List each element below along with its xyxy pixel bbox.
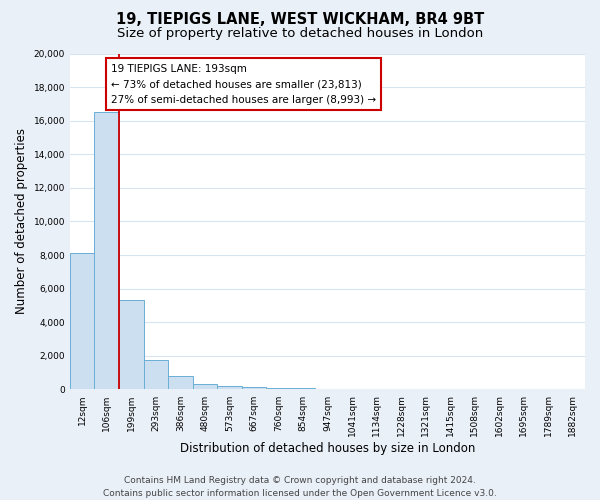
Text: 19, TIEPIGS LANE, WEST WICKHAM, BR4 9BT: 19, TIEPIGS LANE, WEST WICKHAM, BR4 9BT bbox=[116, 12, 484, 28]
Bar bbox=[290, 388, 315, 390]
Bar bbox=[119, 300, 143, 390]
Bar bbox=[217, 386, 242, 390]
Bar bbox=[242, 388, 266, 390]
Text: 19 TIEPIGS LANE: 193sqm
← 73% of detached houses are smaller (23,813)
27% of sem: 19 TIEPIGS LANE: 193sqm ← 73% of detache… bbox=[111, 64, 376, 105]
Text: Size of property relative to detached houses in London: Size of property relative to detached ho… bbox=[117, 28, 483, 40]
Bar bbox=[143, 360, 168, 390]
Bar bbox=[266, 388, 290, 390]
Bar bbox=[70, 254, 94, 390]
Text: Contains HM Land Registry data © Crown copyright and database right 2024.
Contai: Contains HM Land Registry data © Crown c… bbox=[103, 476, 497, 498]
Bar bbox=[168, 376, 193, 390]
Bar bbox=[94, 112, 119, 390]
Bar bbox=[193, 384, 217, 390]
Y-axis label: Number of detached properties: Number of detached properties bbox=[15, 128, 28, 314]
X-axis label: Distribution of detached houses by size in London: Distribution of detached houses by size … bbox=[180, 442, 475, 455]
